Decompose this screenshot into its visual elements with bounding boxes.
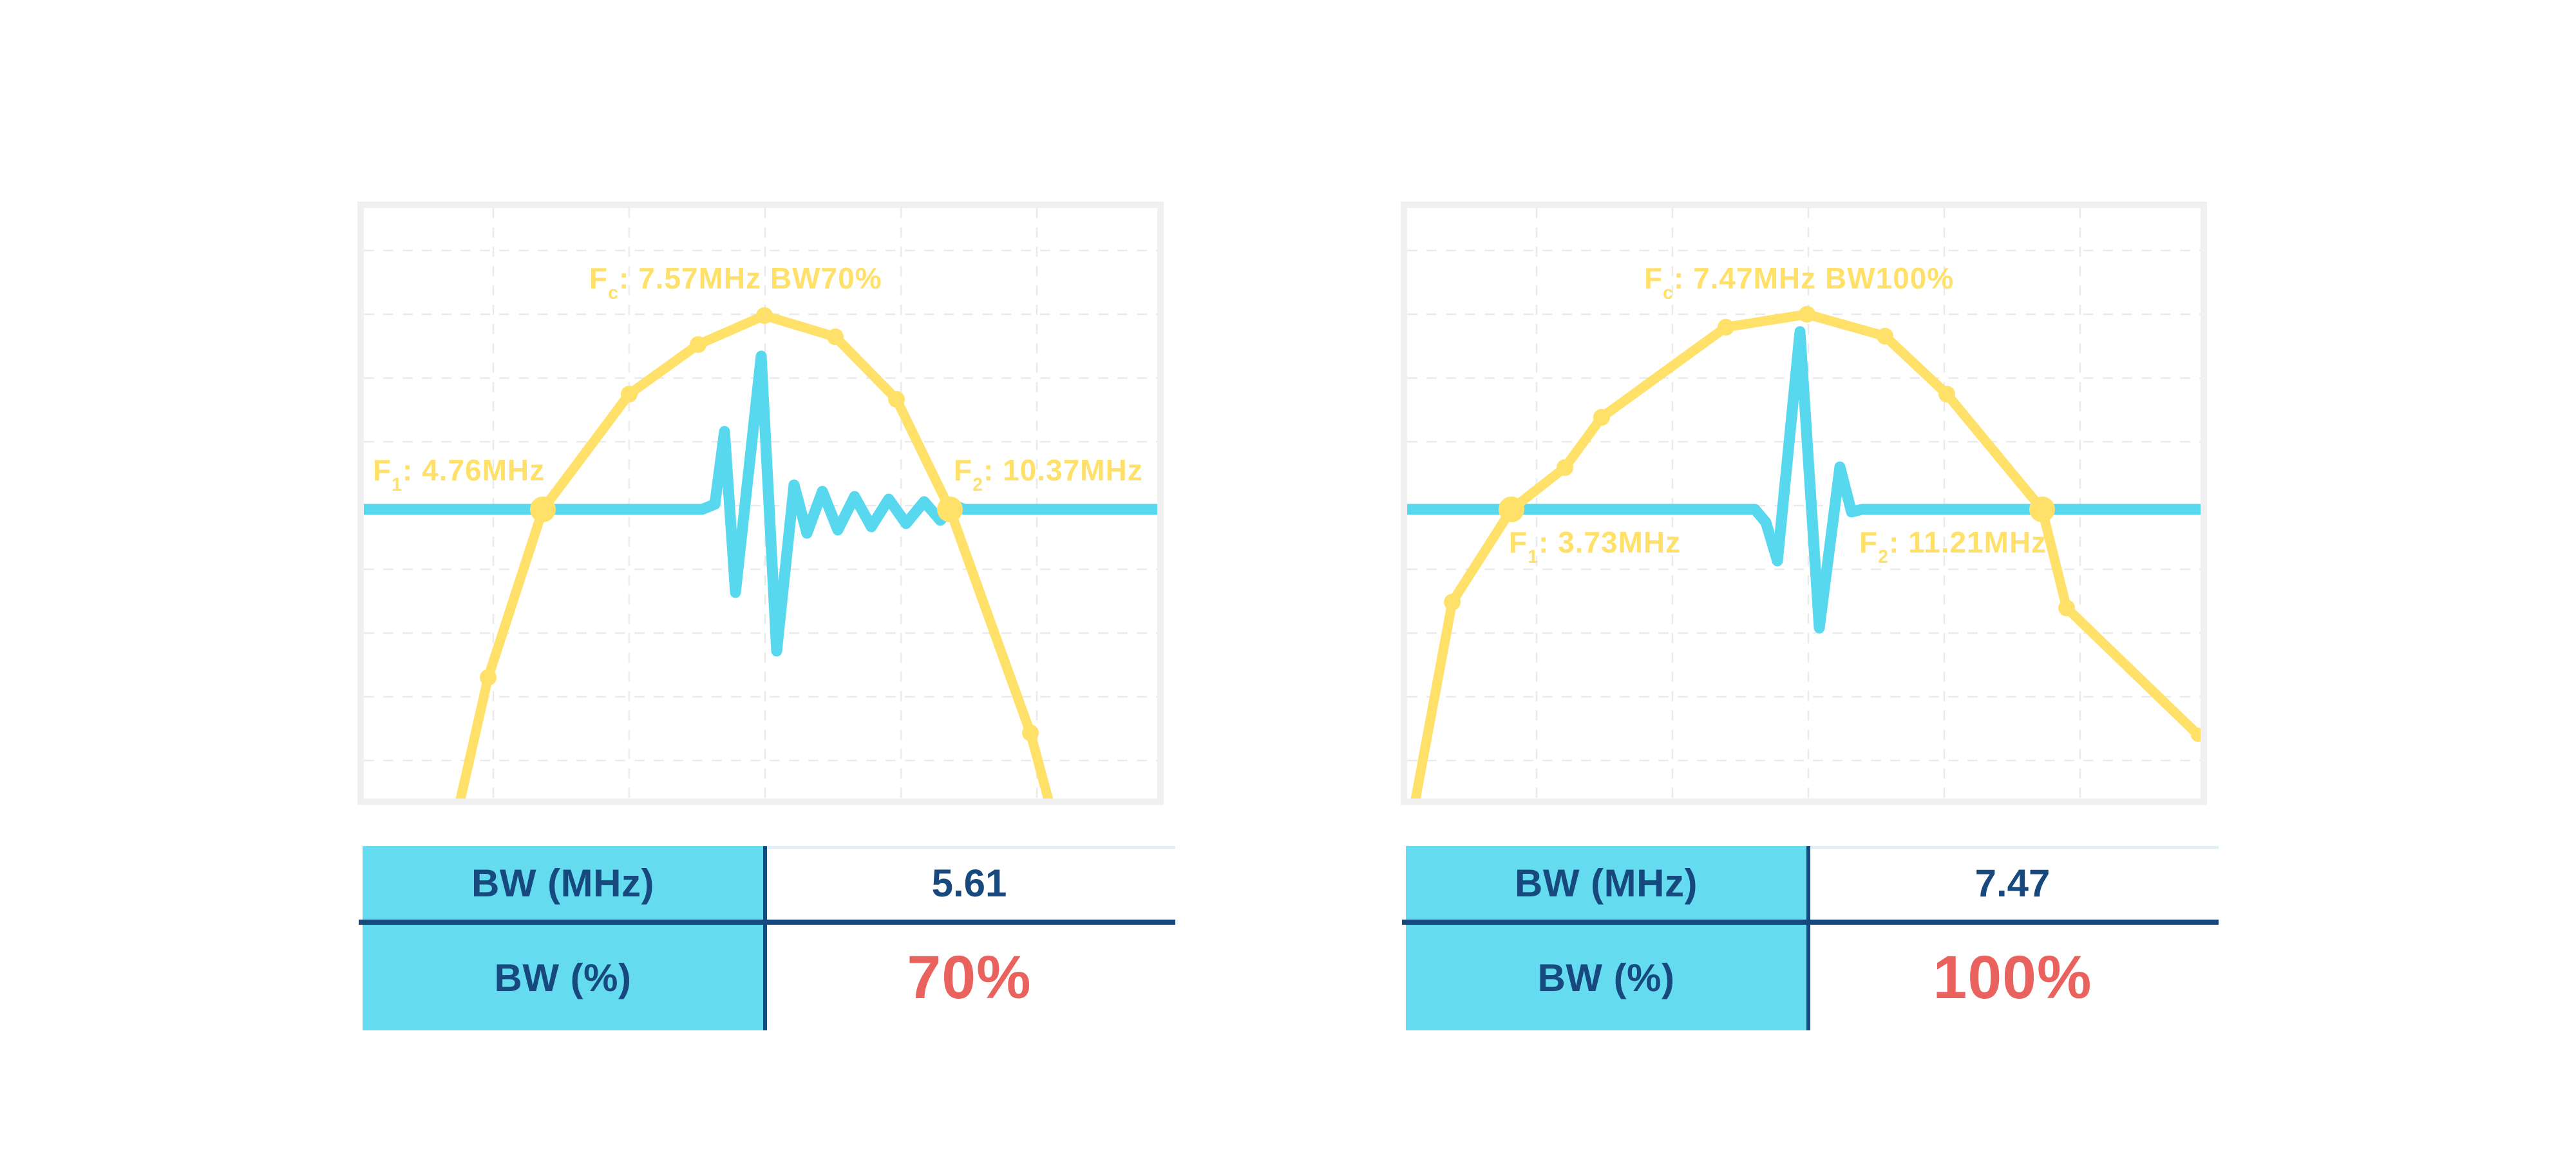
fc-subscript: c: [608, 283, 619, 304]
fc-value-text: : 7.47MHz BW100%: [1673, 261, 1955, 295]
spectrum-waveform-chart-100: [1407, 208, 2201, 799]
table-column-divider: [1806, 846, 1810, 1030]
f1-value-text: : 4.76MHz: [402, 453, 545, 487]
f1-subscript: 1: [1528, 547, 1539, 568]
lower-frequency-label: F1: 3.73MHz: [1509, 525, 1681, 567]
fc-value-text: : 7.57MHz BW70%: [618, 261, 882, 295]
table-row-divider: [359, 920, 1175, 925]
bw-pct-value: 70%: [907, 943, 1032, 1012]
f2-subscript: 2: [1878, 547, 1889, 568]
table-row: BW (MHz) 5.61: [363, 846, 1175, 920]
bw-mhz-header-cell: BW (MHz): [363, 846, 763, 920]
f2-subscript: 2: [972, 475, 983, 496]
upper-frequency-label: F2: 10.37MHz: [954, 453, 1143, 495]
lower-frequency-label: F1: 4.76MHz: [373, 453, 545, 495]
f2-value-text: : 11.21MHz: [1888, 525, 2047, 559]
table-top-line: [763, 846, 1175, 849]
f1-symbol: F: [1509, 525, 1528, 559]
fc-symbol: F: [589, 261, 609, 295]
bw-pct-header: BW (%): [1537, 956, 1675, 999]
f2-symbol: F: [1859, 525, 1879, 559]
bw-mhz-header: BW (MHz): [1515, 861, 1698, 905]
bw-mhz-header-cell: BW (MHz): [1406, 846, 1806, 920]
fc-symbol: F: [1644, 261, 1663, 295]
bw-mhz-header: BW (MHz): [471, 861, 654, 905]
f2-symbol: F: [954, 453, 973, 487]
bw-mhz-value-cell: 5.61: [763, 846, 1175, 920]
center-frequency-label: Fc: 7.47MHz BW100%: [1644, 261, 1955, 303]
bw-mhz-value-cell: 7.47: [1806, 846, 2219, 920]
upper-frequency-label: F2: 11.21MHz: [1859, 525, 2047, 567]
table-column-divider: [763, 846, 767, 1030]
table-row: BW (%) 70%: [363, 925, 1175, 1030]
bw-pct-header: BW (%): [494, 956, 632, 999]
center-frequency-label: Fc: 7.57MHz BW70%: [589, 261, 882, 303]
bw-mhz-value: 7.47: [1975, 861, 2050, 905]
bw-pct-value-cell: 100%: [1806, 925, 2219, 1030]
spectrum-waveform-chart-70: [364, 208, 1157, 799]
fc-subscript: c: [1663, 283, 1674, 304]
bw-pct-value-cell: 70%: [763, 925, 1175, 1030]
bandwidth-table-100: BW (MHz) 7.47 BW (%) 100%: [1402, 846, 2219, 1030]
bw-pct-value: 100%: [1933, 943, 2092, 1012]
f1-value-text: : 3.73MHz: [1538, 525, 1681, 559]
table-row: BW (%) 100%: [1406, 925, 2219, 1030]
bw-mhz-value: 5.61: [931, 861, 1007, 905]
f1-symbol: F: [373, 453, 392, 487]
bw-pct-header-cell: BW (%): [363, 925, 763, 1030]
table-top-line: [1806, 846, 2219, 849]
f2-value-text: : 10.37MHz: [983, 453, 1143, 487]
table-row-divider: [1402, 920, 2219, 925]
f1-subscript: 1: [392, 475, 402, 496]
bandwidth-table-70: BW (MHz) 5.61 BW (%) 70%: [359, 846, 1175, 1030]
plot-70pct-bandwidth: Fc: 7.57MHz BW70% F1: 4.76MHz F2: 10.37M…: [357, 202, 1164, 805]
table-row: BW (MHz) 7.47: [1406, 846, 2219, 920]
bw-pct-header-cell: BW (%): [1406, 925, 1806, 1030]
plot-100pct-bandwidth: Fc: 7.47MHz BW100% F1: 3.73MHz F2: 11.21…: [1401, 202, 2207, 805]
